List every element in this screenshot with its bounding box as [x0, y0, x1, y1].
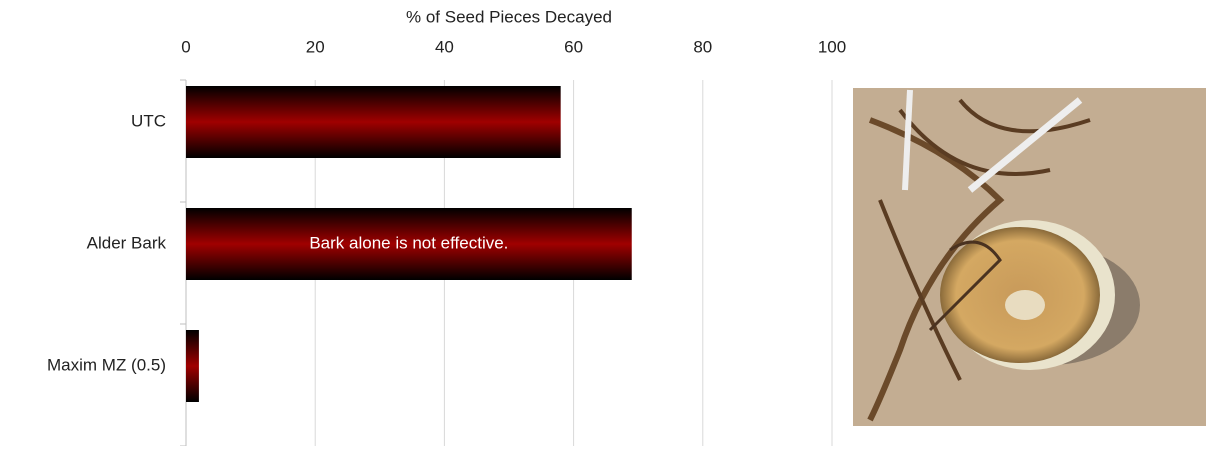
x-tick-label: 100 [818, 37, 846, 56]
y-tick-label: Maxim MZ (0.5) [47, 355, 166, 374]
bar [186, 330, 199, 402]
bar [186, 208, 632, 280]
axis-title: % of Seed Pieces Decayed [406, 7, 612, 26]
x-tick-label: 80 [693, 37, 712, 56]
x-tick-label: 60 [564, 37, 583, 56]
x-tick-label: 40 [435, 37, 454, 56]
bar [186, 86, 561, 158]
x-tick-label: 20 [306, 37, 325, 56]
x-tick-label: 0 [181, 37, 190, 56]
y-tick-label: UTC [131, 111, 166, 130]
annotation: Bark alone is not effective. [309, 233, 508, 252]
y-tick-label: Alder Bark [87, 233, 167, 252]
photo [853, 88, 1206, 426]
